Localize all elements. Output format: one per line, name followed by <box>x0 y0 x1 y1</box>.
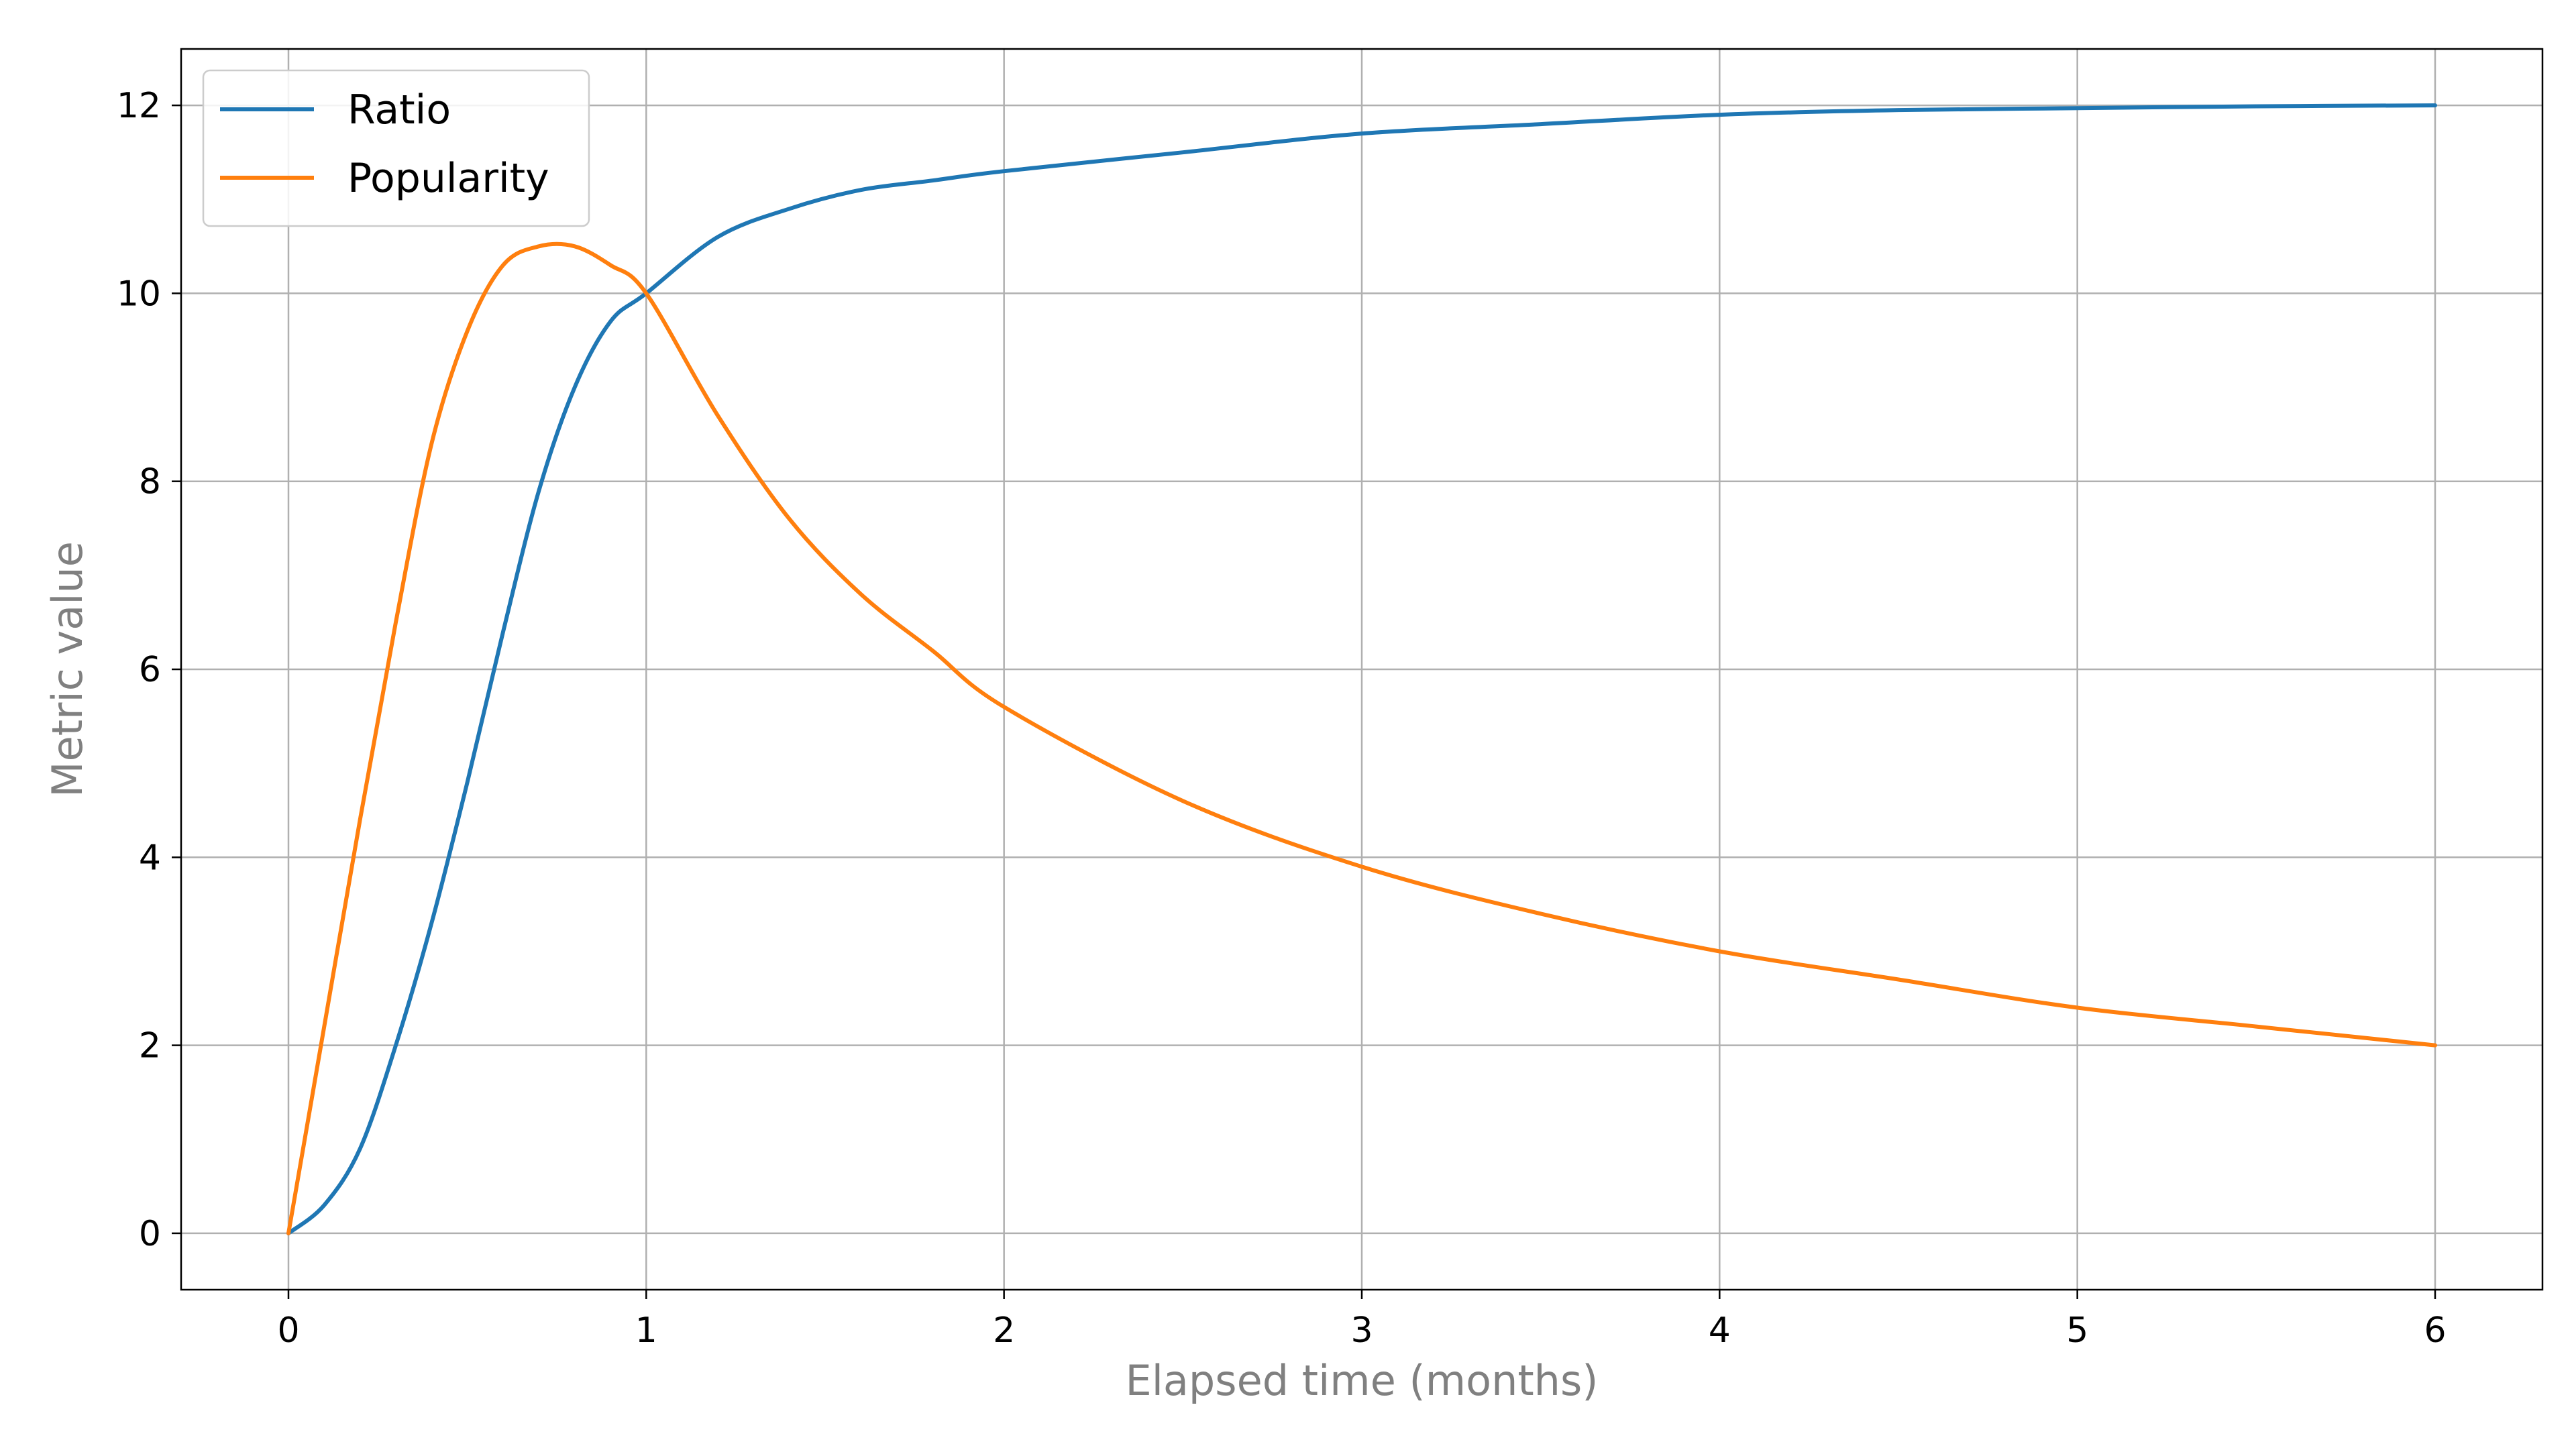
y-tick-label: 4 <box>139 838 161 878</box>
legend: Ratio Popularity <box>202 69 590 227</box>
y-tick-label: 2 <box>139 1026 161 1066</box>
y-tick-label: 0 <box>139 1214 161 1254</box>
y-axis: 0 2 4 6 8 10 12 <box>117 86 181 1254</box>
x-tick-label: 5 <box>2066 1310 2088 1351</box>
x-tick-label: 6 <box>2424 1310 2446 1351</box>
x-tick-label: 3 <box>1350 1310 1373 1351</box>
grid <box>181 49 2542 1290</box>
y-tick-label: 6 <box>139 650 161 690</box>
plot-area <box>286 103 2437 1235</box>
y-axis-title: Metric value <box>43 541 92 797</box>
y-tick-label: 8 <box>139 462 161 502</box>
series-line-ratio <box>286 103 2437 1235</box>
legend-label-popularity: Popularity <box>347 155 549 202</box>
legend-label-ratio: Ratio <box>347 87 451 133</box>
y-tick-label: 10 <box>117 274 161 314</box>
x-axis: 0 1 2 3 4 5 6 <box>277 1290 2447 1351</box>
x-axis-title: Elapsed time (months) <box>1126 1356 1599 1405</box>
x-tick-label: 1 <box>635 1310 657 1351</box>
x-tick-label: 4 <box>1709 1310 1731 1351</box>
x-tick-label: 2 <box>993 1310 1015 1351</box>
series-line-popularity <box>286 241 2437 1235</box>
y-tick-label: 12 <box>117 86 161 126</box>
x-tick-label: 0 <box>277 1310 299 1351</box>
